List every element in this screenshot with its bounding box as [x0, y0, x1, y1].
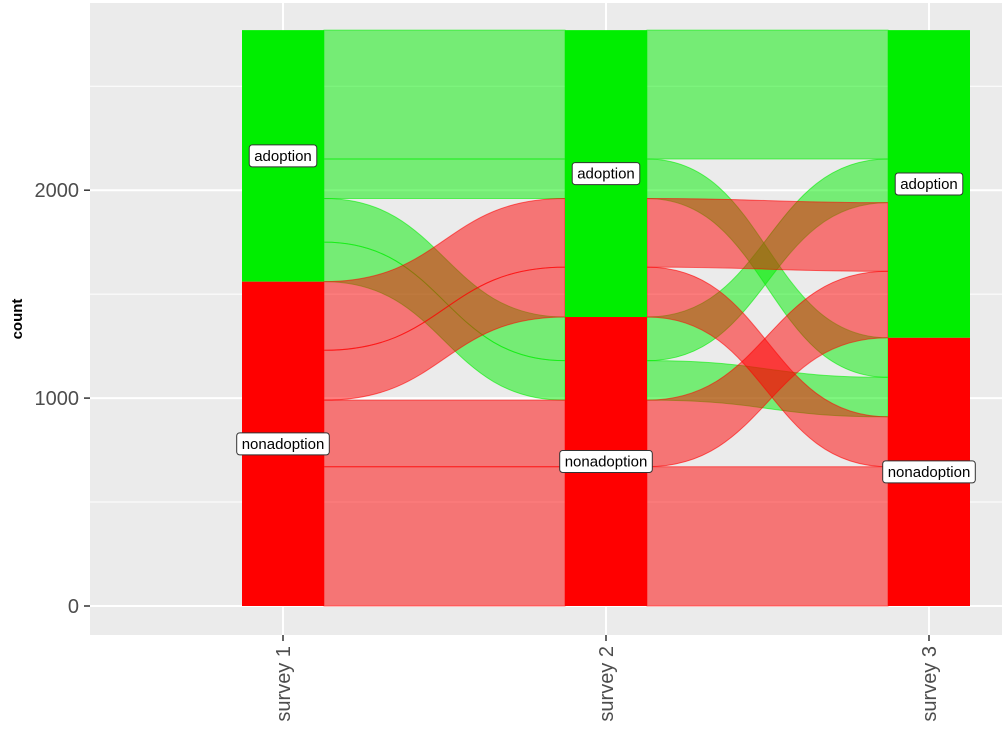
stratum-label-adoption-3: adoption — [894, 172, 964, 196]
stratum-label-text: nonadoption — [242, 436, 325, 453]
stratum-label-text: adoption — [254, 148, 312, 165]
stratum-label-text: nonadoption — [565, 454, 648, 471]
stratum-label-box — [571, 162, 641, 186]
stratum-label-adoption-1: adoption — [248, 144, 318, 168]
x-tick-label: survey 2 — [596, 646, 618, 722]
stratum-label-box — [882, 460, 976, 484]
y-axis: 0 1000 2000 — [35, 180, 90, 618]
stratum-label-nonadoption-2: nonadoption — [559, 450, 653, 474]
y-tick-label: 2000 — [35, 180, 80, 202]
y-tick-label: 0 — [68, 596, 79, 618]
flow-nonadoption-nonadoption-nonadoption-seg2 — [646, 466, 889, 607]
flow-adoption-adoption-adoption-seg2 — [646, 29, 889, 160]
x-tick-label: survey 1 — [273, 646, 295, 722]
x-axis: survey 1 survey 2 survey 3 — [273, 635, 941, 722]
stratum-label-text: adoption — [900, 176, 958, 193]
y-axis-title: count — [9, 299, 26, 340]
stratum-label-nonadoption-1: nonadoption — [236, 432, 330, 456]
y-tick-label: 1000 — [35, 388, 80, 410]
stratum-label-adoption-2: adoption — [571, 162, 641, 186]
flow-nonadoption-adoption-adoption-seg2 — [646, 198, 889, 272]
flow-adoption-adoption-nonadoption-seg1 — [323, 158, 566, 200]
stratum-label-box — [894, 172, 964, 196]
stratum-label-box — [559, 450, 653, 474]
stratum-label-box — [248, 144, 318, 168]
stratum-label-nonadoption-3: nonadoption — [882, 460, 976, 484]
stratum-label-box — [236, 432, 330, 456]
flows — [323, 29, 889, 607]
flow-adoption-adoption-adoption-seg1 — [323, 29, 566, 160]
flow-nonadoption-nonadoption-nonadoption-seg1 — [323, 466, 566, 607]
flow-nonadoption-nonadoption-adoption-seg1 — [323, 399, 566, 468]
x-tick-label: survey 3 — [919, 646, 941, 722]
stratum-labels: adoption nonadoption adoption nonadoption ad… — [236, 144, 976, 484]
stratum-label-text: adoption — [577, 166, 635, 183]
stratum-label-text: nonadoption — [888, 464, 971, 481]
